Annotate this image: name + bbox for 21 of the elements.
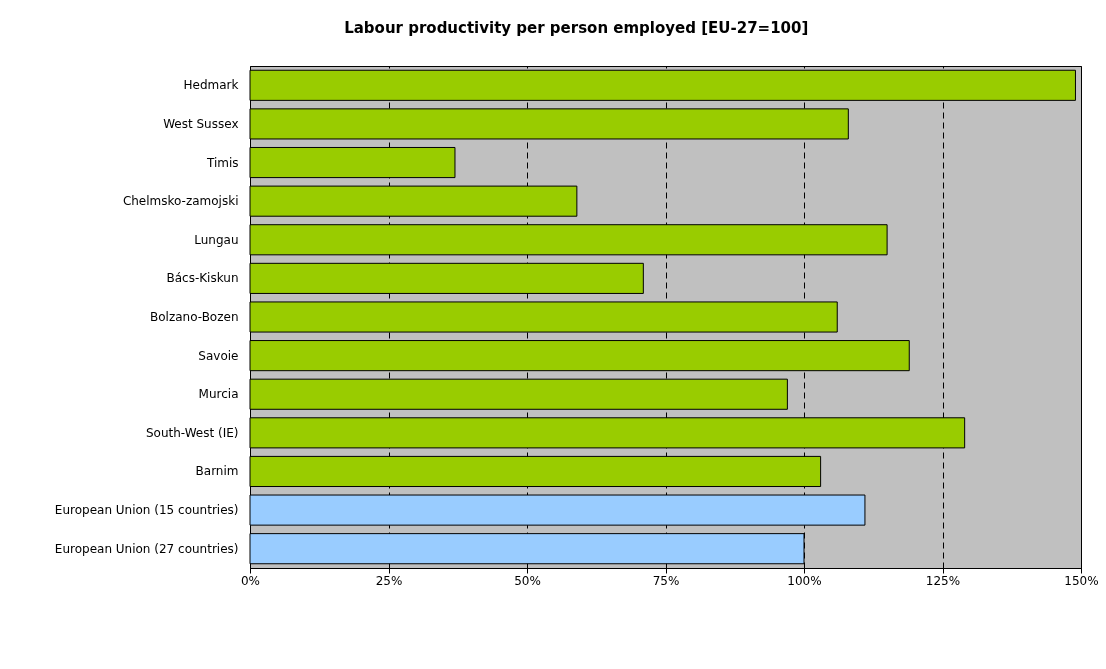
y-tick-label: Murcia xyxy=(198,387,239,402)
y-tick-label: Timis xyxy=(205,155,239,170)
y-tick-label: Bolzano-Bozen xyxy=(150,310,239,324)
x-tick-label: 25% xyxy=(375,573,403,588)
y-tick-label: European Union (27 countries) xyxy=(54,541,239,556)
chart-title: Labour productivity per person employed [EU-27=100] xyxy=(344,19,809,37)
y-tick-label: Bács-Kiskun xyxy=(166,271,239,286)
x-tick-label: 75% xyxy=(652,573,680,588)
x-tick-label: 125% xyxy=(925,573,961,588)
x-tick-label: 150% xyxy=(1064,573,1099,588)
y-tick-label: West Sussex xyxy=(163,116,239,131)
y-tick-label: European Union (15 countries) xyxy=(54,503,239,518)
x-tick-label: 50% xyxy=(514,573,541,588)
x-tick-label: 0% xyxy=(240,573,261,588)
y-tick-label: South-West (IE) xyxy=(145,425,239,440)
y-tick-label: Barnim xyxy=(195,464,239,479)
y-tick-label: Chelmsko-zamojski xyxy=(122,194,239,209)
y-tick-label: Lungau xyxy=(194,232,239,247)
x-tick-label: 100% xyxy=(787,573,822,588)
y-tick-label: Savoie xyxy=(198,348,239,363)
y-tick-label: Hedmark xyxy=(183,78,239,93)
